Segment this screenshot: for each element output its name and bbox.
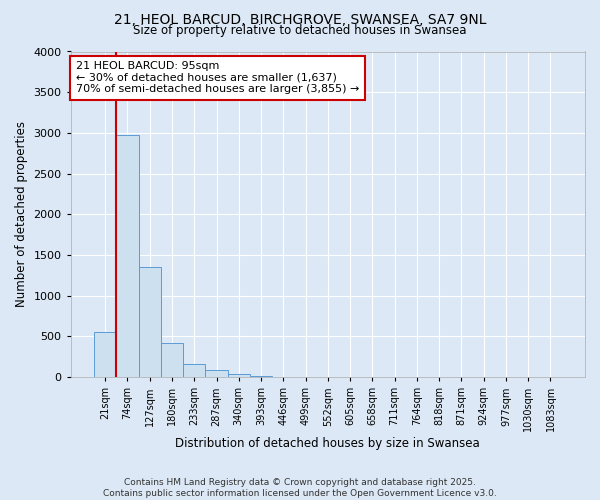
Bar bbox=[139, 268, 161, 377]
Bar bbox=[272, 376, 295, 377]
Text: Size of property relative to detached houses in Swansea: Size of property relative to detached ho… bbox=[133, 24, 467, 37]
Bar bbox=[161, 343, 183, 377]
Bar bbox=[227, 374, 250, 377]
Bar bbox=[205, 370, 227, 377]
X-axis label: Distribution of detached houses by size in Swansea: Distribution of detached houses by size … bbox=[175, 437, 480, 450]
Bar bbox=[94, 332, 116, 377]
Text: 21, HEOL BARCUD, BIRCHGROVE, SWANSEA, SA7 9NL: 21, HEOL BARCUD, BIRCHGROVE, SWANSEA, SA… bbox=[114, 12, 486, 26]
Bar bbox=[116, 134, 139, 377]
Text: Contains HM Land Registry data © Crown copyright and database right 2025.
Contai: Contains HM Land Registry data © Crown c… bbox=[103, 478, 497, 498]
Text: 21 HEOL BARCUD: 95sqm
← 30% of detached houses are smaller (1,637)
70% of semi-d: 21 HEOL BARCUD: 95sqm ← 30% of detached … bbox=[76, 62, 359, 94]
Bar bbox=[250, 376, 272, 377]
Y-axis label: Number of detached properties: Number of detached properties bbox=[15, 122, 28, 308]
Bar bbox=[183, 364, 205, 377]
